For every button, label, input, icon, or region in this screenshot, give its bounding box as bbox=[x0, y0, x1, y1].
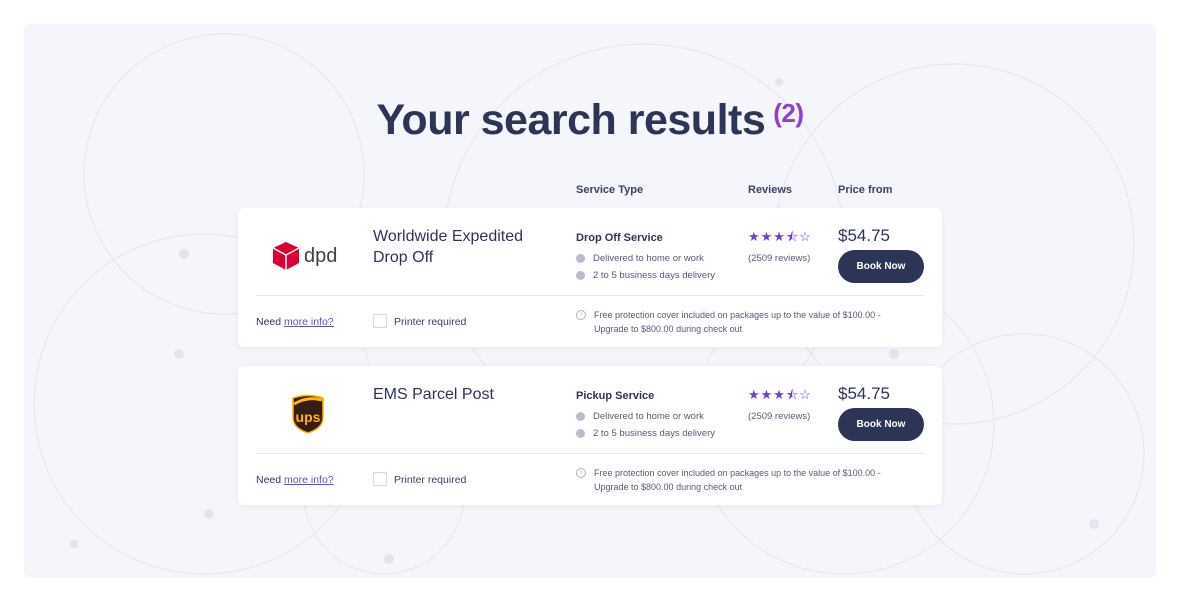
price: $54.75 bbox=[838, 226, 890, 245]
info-icon: i bbox=[576, 310, 586, 320]
dpd-logo: dpd bbox=[268, 236, 348, 276]
ups-logo: ups bbox=[268, 394, 348, 434]
location-pin-icon bbox=[576, 412, 585, 421]
result-card: dpd Worldwide Expedited Drop Off Drop Of… bbox=[238, 208, 942, 347]
protection-info: i Free protection cover included on packa… bbox=[576, 308, 916, 336]
divider bbox=[256, 295, 924, 296]
printer-checkbox[interactable] bbox=[373, 314, 387, 328]
service-name: Worldwide Expedited Drop Off bbox=[373, 228, 524, 266]
more-info-link[interactable]: more info? bbox=[284, 474, 334, 486]
service-type: Drop Off Service bbox=[576, 232, 663, 244]
service-name: EMS Parcel Post bbox=[373, 386, 494, 403]
printer-label: Printer required bbox=[394, 474, 467, 486]
need-info: Need more info? bbox=[256, 474, 334, 486]
result-count: (2) bbox=[773, 98, 804, 128]
feature-item: Delivered to home or work bbox=[576, 253, 704, 264]
stopwatch-icon bbox=[576, 271, 585, 280]
stopwatch-icon bbox=[576, 429, 585, 438]
service-type: Pickup Service bbox=[576, 390, 655, 402]
need-info: Need more info? bbox=[256, 316, 334, 328]
header-reviews: Reviews bbox=[748, 184, 793, 196]
divider bbox=[256, 453, 924, 454]
location-pin-icon bbox=[576, 254, 585, 263]
protection-info: i Free protection cover included on packa… bbox=[576, 466, 916, 494]
svg-text:ups: ups bbox=[296, 409, 321, 425]
feature-item: 2 to 5 business days delivery bbox=[576, 428, 715, 439]
info-icon: i bbox=[576, 468, 586, 478]
more-info-link[interactable]: more info? bbox=[284, 316, 334, 328]
page-title: Your search results (2) bbox=[0, 96, 1180, 145]
svg-text:dpd: dpd bbox=[304, 245, 337, 267]
result-card: ups EMS Parcel Post Pickup Service Deliv… bbox=[238, 366, 942, 505]
review-count: (2509 reviews) bbox=[748, 253, 811, 264]
star-rating: ★★★⯪☆ bbox=[748, 387, 812, 402]
title-text: Your search results bbox=[376, 96, 766, 144]
printer-checkbox[interactable] bbox=[373, 472, 387, 486]
star-rating: ★★★⯪☆ bbox=[748, 229, 812, 244]
feature-item: Delivered to home or work bbox=[576, 411, 704, 422]
header-price: Price from bbox=[838, 184, 893, 196]
review-count: (2509 reviews) bbox=[748, 411, 811, 422]
book-now-button[interactable]: Book Now bbox=[838, 250, 924, 283]
printer-label: Printer required bbox=[394, 316, 467, 328]
feature-item: 2 to 5 business days delivery bbox=[576, 270, 715, 281]
header-service-type: Service Type bbox=[576, 184, 644, 196]
price: $54.75 bbox=[838, 384, 890, 403]
book-now-button[interactable]: Book Now bbox=[838, 408, 924, 441]
